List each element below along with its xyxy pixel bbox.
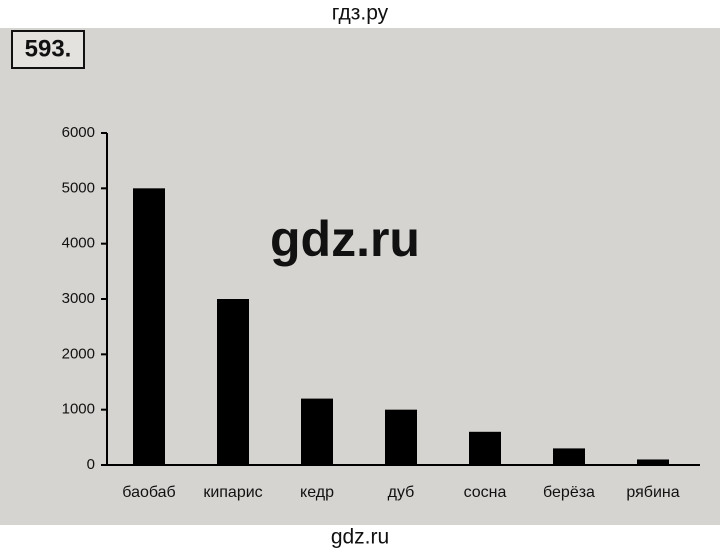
number-box bbox=[11, 30, 85, 69]
x-tick-label: дуб bbox=[388, 484, 415, 501]
y-tick-label: 4000 bbox=[62, 235, 95, 252]
bar bbox=[469, 431, 501, 465]
watermark: gdz.ru bbox=[270, 211, 420, 267]
y-tick-label: 1000 bbox=[62, 401, 95, 418]
bar bbox=[637, 459, 669, 465]
bar bbox=[217, 299, 249, 465]
x-tick-label: рябина bbox=[626, 484, 679, 501]
x-tick-label: баобаб bbox=[122, 484, 175, 501]
bar bbox=[301, 398, 333, 465]
x-tick-label: кедр bbox=[300, 484, 334, 501]
bar bbox=[133, 188, 165, 466]
header-band bbox=[0, 0, 720, 28]
x-tick-label: берёза bbox=[543, 484, 595, 501]
y-tick-label: 2000 bbox=[62, 345, 95, 362]
x-tick-label: сосна bbox=[464, 484, 507, 501]
site-header: гдз.ру bbox=[332, 2, 389, 25]
bar bbox=[553, 448, 585, 465]
x-tick-label: кипарис bbox=[203, 484, 262, 501]
y-tick-label: 5000 bbox=[62, 179, 95, 196]
y-tick-label: 0 bbox=[87, 456, 95, 473]
problem-number: 593. bbox=[25, 35, 72, 62]
bar bbox=[385, 409, 417, 465]
footer-band bbox=[0, 525, 720, 553]
y-tick-label: 3000 bbox=[62, 290, 95, 307]
site-footer: gdz.ru bbox=[331, 526, 389, 549]
y-tick-label: 6000 bbox=[62, 124, 95, 141]
